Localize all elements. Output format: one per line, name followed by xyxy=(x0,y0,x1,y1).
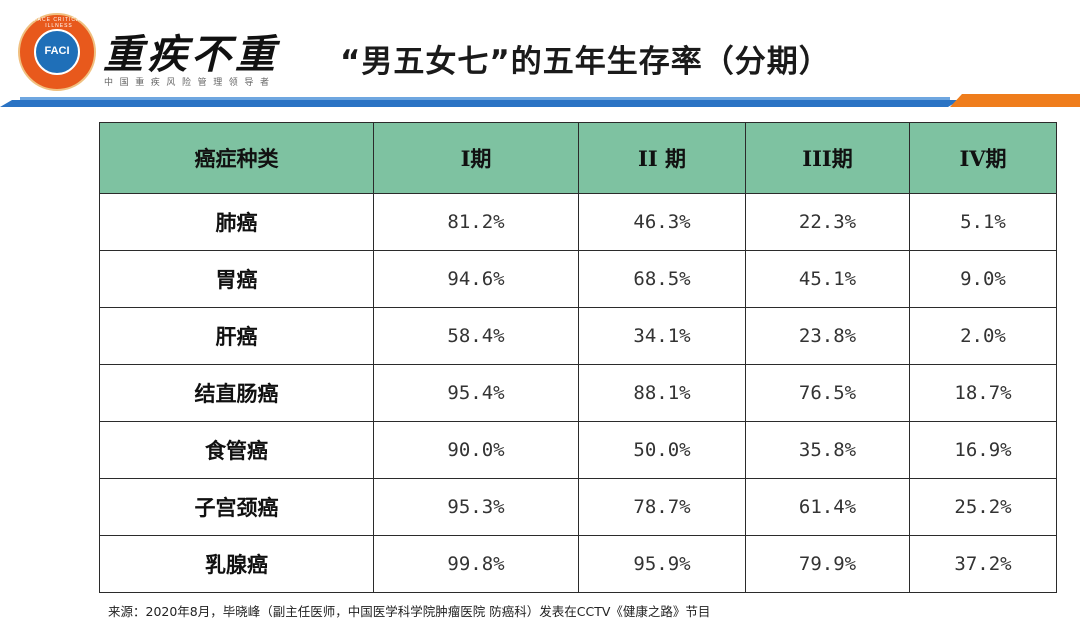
rate-stage-2: 95.9% xyxy=(578,535,746,593)
rate-stage-1: 81.2% xyxy=(373,193,579,251)
header-rule-orange xyxy=(950,94,1080,107)
table-row: 食管癌 90.0% 50.0% 35.8% 16.9% xyxy=(99,421,1057,479)
rate-stage-3: 45.1% xyxy=(745,250,910,308)
brand-tagline: 中国重疾风险管理领导者 xyxy=(104,78,276,88)
cancer-name: 食管癌 xyxy=(99,421,374,479)
rate-stage-3: 22.3% xyxy=(745,193,910,251)
rate-stage-1: 94.6% xyxy=(373,250,579,308)
rate-stage-3: 35.8% xyxy=(745,421,910,479)
page-header: FACE CRITICAL ILLNESS FACI 重疾不重 中国重疾风险管理… xyxy=(0,0,1080,115)
header-rule-blue xyxy=(0,100,960,107)
rate-stage-4: 2.0% xyxy=(909,307,1057,365)
header-rule-highlight xyxy=(20,97,950,100)
cancer-name: 肺癌 xyxy=(99,193,374,251)
table-row: 胃癌 94.6% 68.5% 45.1% 9.0% xyxy=(99,250,1057,308)
table-row: 结直肠癌 95.4% 88.1% 76.5% 18.7% xyxy=(99,364,1057,422)
cancer-name: 结直肠癌 xyxy=(99,364,374,422)
cancer-name: 乳腺癌 xyxy=(99,535,374,593)
page-title: “男五女七”的五年生存率（分期） xyxy=(340,44,831,80)
table-row: 肝癌 58.4% 34.1% 23.8% 2.0% xyxy=(99,307,1057,365)
header-stage-3: III期 xyxy=(745,122,910,194)
rate-stage-2: 68.5% xyxy=(578,250,746,308)
rate-stage-2: 50.0% xyxy=(578,421,746,479)
source-citation: 来源：2020年8月，毕晓峰（副主任医师，中国医学科学院肿瘤医院 防癌科）发表在… xyxy=(108,604,711,619)
faci-logo: FACE CRITICAL ILLNESS FACI xyxy=(18,13,96,91)
rate-stage-2: 34.1% xyxy=(578,307,746,365)
rate-stage-2: 88.1% xyxy=(578,364,746,422)
rate-stage-4: 16.9% xyxy=(909,421,1057,479)
logo-inner-badge: FACI xyxy=(34,29,80,75)
rate-stage-4: 37.2% xyxy=(909,535,1057,593)
logo-ring-text: FACE CRITICAL ILLNESS xyxy=(33,17,85,29)
header-stage-2: II 期 xyxy=(578,122,746,194)
rate-stage-2: 78.7% xyxy=(578,478,746,536)
rate-stage-4: 25.2% xyxy=(909,478,1057,536)
header-stage-4: IV期 xyxy=(909,122,1057,194)
cancer-name: 肝癌 xyxy=(99,307,374,365)
rate-stage-1: 95.4% xyxy=(373,364,579,422)
brand-name: 重疾不重 xyxy=(103,31,279,78)
survival-table-container: 癌症种类 I期 II 期 III期 IV期 肺癌 81.2% 46.3% 22.… xyxy=(99,122,1057,593)
header-stage-1: I期 xyxy=(373,122,579,194)
rate-stage-1: 95.3% xyxy=(373,478,579,536)
rate-stage-1: 99.8% xyxy=(373,535,579,593)
survival-rate-table: 癌症种类 I期 II 期 III期 IV期 肺癌 81.2% 46.3% 22.… xyxy=(99,122,1057,593)
table-header-row: 癌症种类 I期 II 期 III期 IV期 xyxy=(99,122,1057,194)
rate-stage-4: 18.7% xyxy=(909,364,1057,422)
rate-stage-1: 90.0% xyxy=(373,421,579,479)
table-row: 肺癌 81.2% 46.3% 22.3% 5.1% xyxy=(99,193,1057,251)
header-cancer-type: 癌症种类 xyxy=(99,122,374,194)
logo-text: FACI xyxy=(44,45,70,57)
rate-stage-3: 61.4% xyxy=(745,478,910,536)
rate-stage-3: 76.5% xyxy=(745,364,910,422)
rate-stage-1: 58.4% xyxy=(373,307,579,365)
table-row: 乳腺癌 99.8% 95.9% 79.9% 37.2% xyxy=(99,535,1057,593)
table-row: 子宫颈癌 95.3% 78.7% 61.4% 25.2% xyxy=(99,478,1057,536)
rate-stage-4: 9.0% xyxy=(909,250,1057,308)
rate-stage-4: 5.1% xyxy=(909,193,1057,251)
rate-stage-3: 79.9% xyxy=(745,535,910,593)
cancer-name: 子宫颈癌 xyxy=(99,478,374,536)
rate-stage-2: 46.3% xyxy=(578,193,746,251)
cancer-name: 胃癌 xyxy=(99,250,374,308)
rate-stage-3: 23.8% xyxy=(745,307,910,365)
